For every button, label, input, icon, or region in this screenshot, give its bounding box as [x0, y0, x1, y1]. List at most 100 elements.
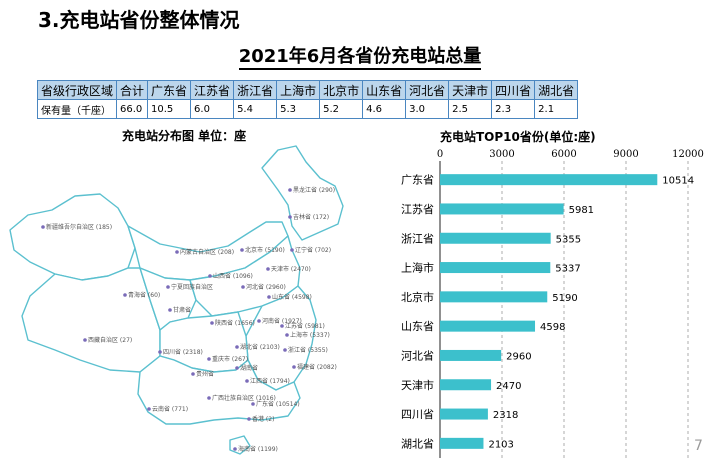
map-province-dot: [207, 396, 211, 400]
chart-value-label: 5355: [556, 234, 581, 245]
map-title: 充电站分布图 单位：座: [122, 129, 247, 143]
map-province-label: 宁夏回族自治区: [171, 283, 213, 291]
table-value-cell: 3.0: [405, 99, 450, 119]
chart-category-label: 山东省: [401, 320, 434, 333]
table-header-cell: 北京市: [319, 80, 364, 100]
map-province-label: 重庆市 (267): [212, 355, 248, 363]
table-header-cell: 山东省: [362, 80, 407, 100]
map-province-dot: [245, 379, 249, 383]
map-province-label: 浙江省 (5355): [288, 346, 328, 354]
map-province-label: 江苏省 (5981): [285, 322, 325, 330]
map-outline-south: [137, 355, 301, 425]
chart-category-label: 四川省: [401, 408, 434, 421]
table-header-cell: 上海市: [276, 80, 321, 100]
chart-x-tick-label: 9000: [613, 149, 638, 160]
map-province-dot: [267, 295, 271, 299]
map-province-label: 湖北省 (2103): [240, 343, 280, 351]
chart-category-label: 广东省: [401, 174, 434, 187]
map-province-dot: [288, 215, 292, 219]
chart-x-tick-label: 12000: [672, 149, 704, 160]
map-province-dot: [292, 365, 296, 369]
table-header-cell: 天津市: [448, 80, 493, 100]
chart-bar: [440, 437, 484, 449]
map-province-dot: [290, 248, 294, 252]
map-province-label: 北京市 (5190): [245, 246, 285, 254]
page-number: 7: [694, 438, 703, 454]
map-province-dot: [285, 333, 289, 337]
table-header-cell: 合计: [116, 80, 149, 100]
section-title: 3.充电站省份整体情况: [38, 8, 240, 32]
chart-bars: [440, 174, 658, 449]
chart-value-label: 2470: [496, 381, 521, 392]
map-outline-tibet: [21, 267, 161, 373]
table-header-cell: 省级行政区域: [36, 80, 118, 100]
map-province-dot: [175, 250, 179, 254]
table-value-cell: 5.3: [276, 99, 321, 119]
map-province-label: 香港 (2): [252, 415, 274, 423]
chart-category-label: 北京市: [401, 290, 434, 304]
chart-value-label: 2318: [493, 410, 518, 421]
china-map: 黑龙江省 (290) 吉林省 (172) 新疆维吾尔自治区 (185) 内蒙古自治区 …: [9, 145, 344, 455]
chart-value-label: 5981: [569, 205, 594, 216]
chart-x-tick-label: 0: [437, 149, 443, 160]
map-province-label: 广西壮族自治区 (1016): [212, 394, 276, 402]
chart-category-label: 上海市: [401, 261, 434, 275]
map-province-dot: [266, 267, 270, 271]
main-title: 2021年6月各省份充电站总量: [0, 42, 720, 70]
chart-category-label: 河北省: [401, 349, 434, 362]
top10-bar-chart: 0 3000 6000 9000 12000 广东省江苏省浙江省上海市北京市山东省河北省…: [401, 149, 704, 458]
table-value-cell: 5.2: [319, 99, 364, 119]
chart-value-label: 10514: [662, 176, 694, 187]
map-province-label: 吉林省 (172): [293, 213, 329, 221]
map-outline-xinjiang: [9, 193, 136, 281]
map-province-label: 内蒙古自治区 (208): [180, 248, 234, 256]
chart-category-label: 江苏省: [401, 203, 434, 216]
map-province-dot: [207, 357, 211, 361]
map-province-dot: [240, 248, 244, 252]
chart-value-label: 5190: [552, 293, 577, 304]
table-header-cell: 四川省: [491, 80, 536, 100]
map-province-label: 陕西省 (1656): [215, 319, 255, 327]
chart-category-label: 天津市: [401, 378, 434, 392]
map-province-dot: [235, 345, 239, 349]
map-province-label: 上海市 (5337): [290, 331, 330, 339]
table-header-cell: 湖北省: [534, 80, 579, 100]
chart-bar: [440, 320, 536, 332]
map-province-dot: [208, 274, 212, 278]
map-province-dot: [233, 447, 237, 451]
table-value-row: 保有量（千座） 66.0 10.5 6.0 5.4 5.3 5.2 4.6 3.…: [36, 99, 579, 119]
chart-category-label: 浙江省: [401, 232, 434, 245]
map-province-dot: [235, 366, 239, 370]
chart-value-label: 2103: [488, 439, 513, 450]
table-header-cell: 广东省: [147, 80, 192, 100]
map-province-dot: [247, 417, 251, 421]
chart-bar: [440, 291, 548, 303]
map-province-label: 江西省 (1794): [250, 377, 290, 385]
chart-title: 充电站TOP10省份(单位:座): [440, 130, 596, 144]
chart-bar: [440, 349, 502, 361]
map-province-dot: [41, 225, 45, 229]
table-header-cell: 河北省: [405, 80, 450, 100]
map-province-label: 山西省 (1096): [213, 272, 253, 280]
table-value-cell: 6.0: [190, 99, 235, 119]
chart-x-ticks: 0 3000 6000 9000 12000: [437, 149, 704, 160]
chart-bar: [440, 379, 492, 391]
table-header-cell: 江苏省: [190, 80, 235, 100]
map-province-label: 四川省 (2318): [163, 348, 203, 356]
chart-bar: [440, 408, 488, 420]
map-province-dot: [257, 319, 261, 323]
table-value-cell: 10.5: [147, 99, 192, 119]
chart-value-label: 4598: [540, 322, 565, 333]
map-province-dot: [210, 321, 214, 325]
map-province-label: 福建省 (2082): [297, 363, 337, 371]
map-province-dot: [283, 348, 287, 352]
map-province-label: 辽宁省 (702): [295, 246, 331, 254]
map-province-dot: [241, 285, 245, 289]
chart-bar: [440, 232, 551, 244]
table-value-cell: 66.0: [116, 99, 149, 119]
chart-value-labels: 10514 5981 5355 5337 5190 4598 2960 2470 2318 210…: [488, 176, 694, 451]
table-value-cell: 2.5: [448, 99, 493, 119]
map-province-label: 甘肃省: [173, 306, 191, 314]
table-header-row: 省级行政区域 合计 广东省 江苏省 浙江省 上海市 北京市 山东省 河北省 天津…: [36, 80, 579, 100]
